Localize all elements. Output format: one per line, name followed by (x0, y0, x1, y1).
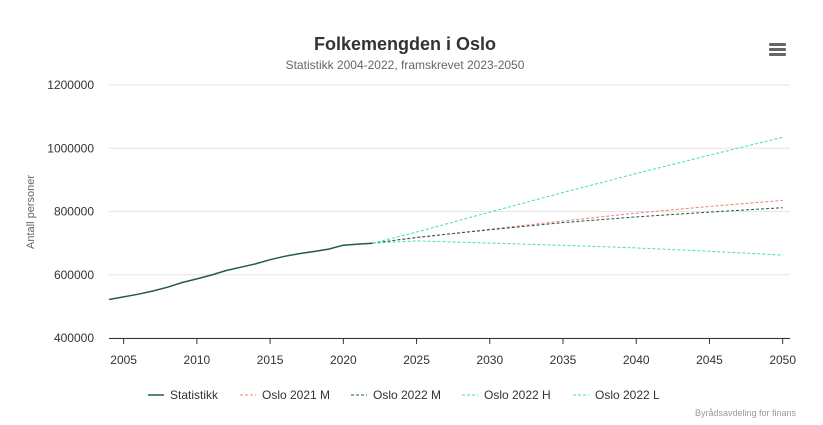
y-tick-label: 1200000 (47, 78, 94, 92)
chart-title: Folkemengden i Oslo (314, 34, 496, 54)
legend-label: Oslo 2022 M (373, 388, 441, 402)
legend-label: Statistikk (170, 388, 219, 402)
series-line-4[interactable] (372, 136, 783, 244)
legend-label: Oslo 2022 H (484, 388, 551, 402)
grid-lines (109, 84, 790, 339)
y-tick-label: 800000 (54, 205, 94, 219)
x-tick-label: 2030 (476, 353, 503, 367)
x-tick-label: 2015 (257, 353, 284, 367)
y-tick-label: 400000 (54, 331, 94, 345)
x-tick-label: 2035 (550, 353, 577, 367)
x-tick-label: 2045 (696, 353, 723, 367)
hamburger-menu-icon[interactable] (766, 38, 790, 60)
y-tick-label: 1000000 (47, 141, 94, 155)
chart-subtitle: Statistikk 2004-2022, framskrevet 2023-2… (286, 58, 525, 72)
x-tick-label: 2010 (184, 353, 211, 367)
y-tick-label: 600000 (54, 268, 94, 282)
credits-text[interactable]: Byrådsavdeling for finans (694, 408, 796, 418)
series-line-5[interactable] (372, 240, 783, 256)
legend-label: Oslo 2022 L (595, 388, 660, 402)
legend-item[interactable]: Oslo 2022 M (351, 388, 441, 402)
menu-bar (769, 48, 786, 51)
legend-item[interactable]: Oslo 2022 L (573, 388, 660, 402)
x-tick-label: 2040 (623, 353, 650, 367)
legend[interactable]: Statistikk Oslo 2021 M Oslo 2022 M Oslo 202… (148, 388, 660, 402)
legend-item[interactable]: Statistikk (148, 388, 219, 402)
series-line-3[interactable] (372, 207, 783, 244)
legend-item[interactable]: Oslo 2022 H (462, 388, 551, 402)
x-tick-label: 2025 (403, 353, 430, 367)
series-lines (108, 136, 783, 301)
x-tick-label: 2050 (769, 353, 796, 367)
x-tick-label: 2020 (330, 353, 357, 367)
series-line-2[interactable] (372, 199, 783, 244)
legend-item[interactable]: Oslo 2021 M (240, 388, 330, 402)
menu-bar (769, 43, 786, 46)
legend-label: Oslo 2021 M (262, 388, 330, 402)
menu-bar (769, 53, 786, 56)
x-tick-label: 2005 (110, 353, 137, 367)
axes: 400000 600000 800000 1000000 1200000 2005 2010… (47, 78, 796, 367)
series-line-1[interactable] (108, 242, 373, 301)
y-axis-label: Antall personer (25, 175, 37, 249)
